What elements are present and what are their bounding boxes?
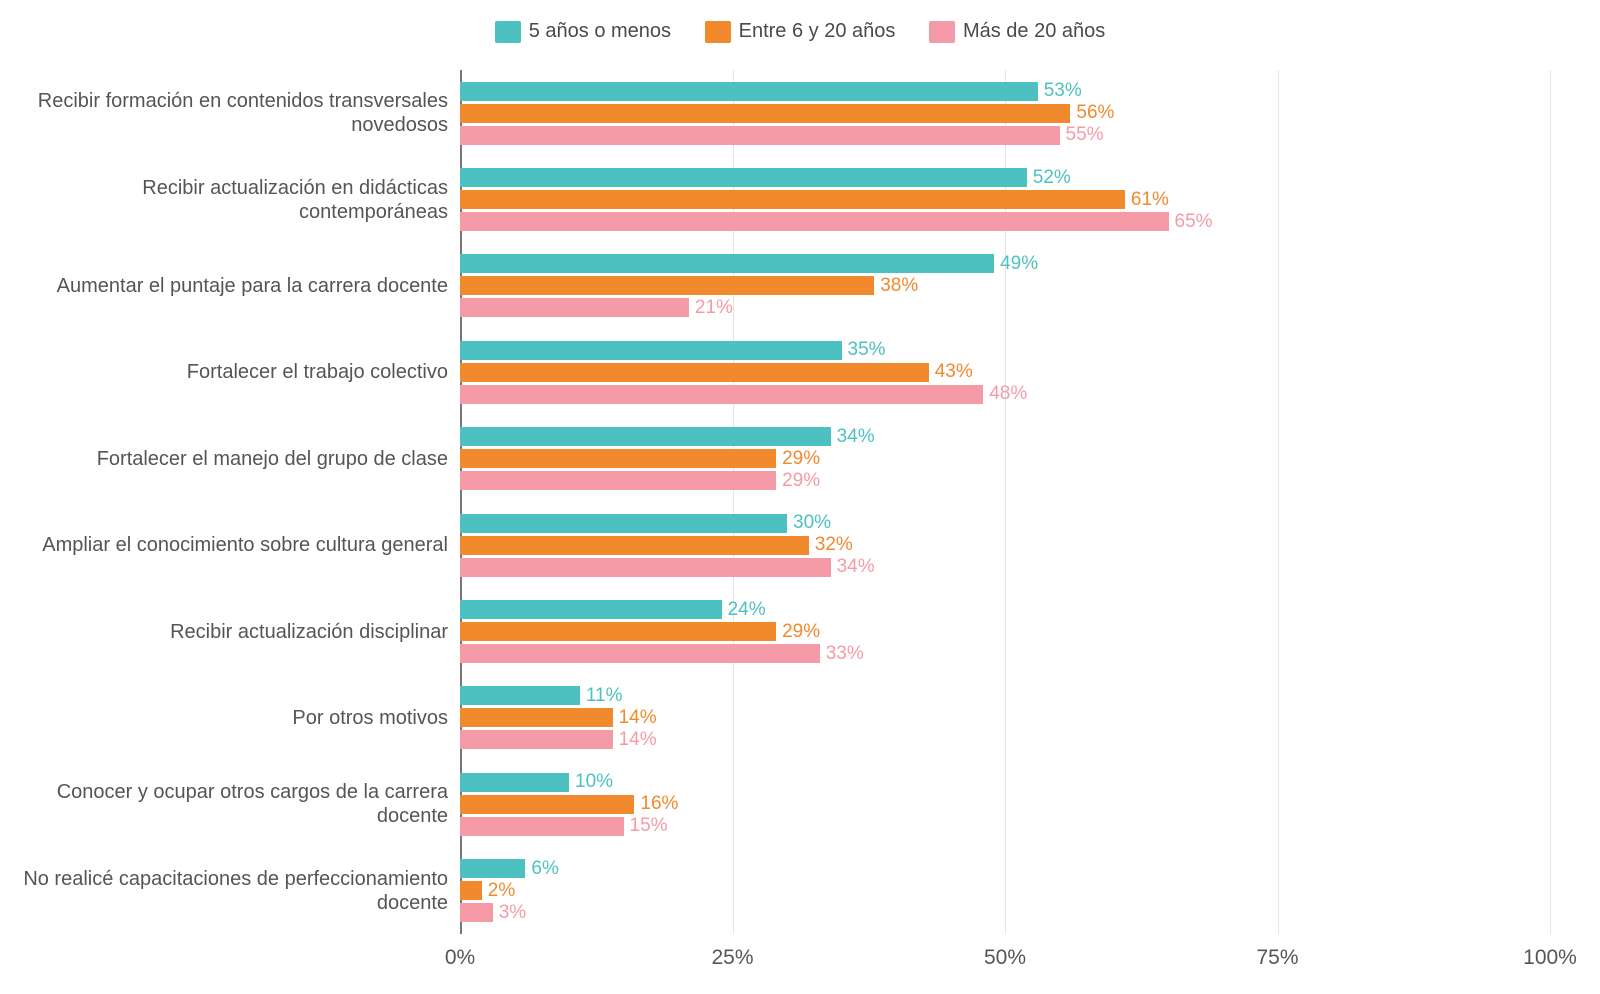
bar-value-label: 65% [1169,211,1213,233]
category-label: No realicé capacitaciones de perfecciona… [20,867,460,915]
bar-value-label: 14% [613,729,657,751]
category-label: Aumentar el puntaje para la carrera doce… [20,274,460,298]
bar: 29% [460,471,776,490]
bar-value-label: 48% [983,383,1027,405]
category-group: Aumentar el puntaje para la carrera doce… [460,243,1550,329]
bar-value-label: 34% [831,426,875,448]
category-group: Conocer y ocupar otros cargos de la carr… [460,761,1550,847]
legend-label-s3: Más de 20 años [963,20,1105,43]
bar-value-label: 15% [624,815,668,837]
legend: 5 años o menos Entre 6 y 20 años Más de … [0,20,1600,49]
bar-value-label: 33% [820,643,864,665]
x-tick-label: 25% [711,946,753,970]
bar-value-label: 24% [722,599,766,621]
bar-value-label: 61% [1125,189,1169,211]
legend-item-s3: Más de 20 años [929,20,1105,43]
category-label: Recibir actualización disciplinar [20,620,460,644]
bar-value-label: 55% [1060,124,1104,146]
legend-item-s2: Entre 6 y 20 años [705,20,896,43]
bar: 56% [460,104,1070,123]
bar: 16% [460,795,634,814]
bar-value-label: 10% [569,771,613,793]
bar: 61% [460,190,1125,209]
bar-value-label: 56% [1070,102,1114,124]
category-group: Recibir formación en contenidos transver… [460,70,1550,156]
bar: 6% [460,859,525,878]
bar: 29% [460,449,776,468]
bar: 3% [460,903,493,922]
bar: 49% [460,254,994,273]
bar-value-label: 29% [776,621,820,643]
category-label: Fortalecer el trabajo colectivo [20,360,460,384]
bar-value-label: 53% [1038,80,1082,102]
x-tick-label: 50% [984,946,1026,970]
category-group: Ampliar el conocimiento sobre cultura ge… [460,502,1550,588]
legend-label-s1: 5 años o menos [529,20,671,43]
bar: 14% [460,730,613,749]
chart-container: 5 años o menos Entre 6 y 20 años Más de … [0,0,1600,994]
bar: 10% [460,773,569,792]
bar: 38% [460,276,874,295]
bar-value-label: 29% [776,470,820,492]
bar-value-label: 52% [1027,167,1071,189]
bar: 2% [460,881,482,900]
bar: 43% [460,363,929,382]
category-group: Fortalecer el manejo del grupo de clase3… [460,416,1550,502]
bar-value-label: 38% [874,275,918,297]
legend-item-s1: 5 años o menos [495,20,671,43]
bar: 53% [460,82,1038,101]
bar: 21% [460,298,689,317]
bar-value-label: 16% [634,793,678,815]
bar: 24% [460,600,722,619]
bar: 55% [460,126,1060,145]
bar-value-label: 11% [580,685,623,707]
category-label: Conocer y ocupar otros cargos de la carr… [20,780,460,828]
category-group: Recibir actualización en didácticasconte… [460,156,1550,242]
category-label: Recibir formación en contenidos transver… [20,89,460,137]
category-group: Recibir actualización disciplinar24%29%3… [460,588,1550,674]
plot-area: 0%25%50%75%100%Recibir formación en cont… [460,70,1550,934]
bar-value-label: 30% [787,512,831,534]
bar: 33% [460,644,820,663]
category-label: Ampliar el conocimiento sobre cultura ge… [20,533,460,557]
x-tick-label: 0% [445,946,475,970]
bar: 34% [460,427,831,446]
bar-value-label: 14% [613,707,657,729]
bar: 32% [460,536,809,555]
x-tick-label: 75% [1256,946,1298,970]
bar-value-label: 32% [809,534,853,556]
bar: 52% [460,168,1027,187]
category-group: Por otros motivos11%14%14% [460,675,1550,761]
category-label: Por otros motivos [20,706,460,730]
gridline [1550,70,1551,934]
bar-value-label: 6% [525,858,558,880]
bar-value-label: 49% [994,253,1038,275]
bar-value-label: 43% [929,361,973,383]
bar: 30% [460,514,787,533]
bar-value-label: 34% [831,556,875,578]
bar: 29% [460,622,776,641]
bar-value-label: 3% [493,902,526,924]
bar: 14% [460,708,613,727]
bar: 15% [460,817,624,836]
category-group: No realicé capacitaciones de perfecciona… [460,848,1550,934]
bar: 11% [460,686,580,705]
bar: 48% [460,385,983,404]
legend-swatch-s2 [705,21,731,43]
bar-value-label: 29% [776,448,820,470]
bar-value-label: 2% [482,880,515,902]
bar: 35% [460,341,842,360]
legend-label-s2: Entre 6 y 20 años [739,20,896,43]
legend-swatch-s1 [495,21,521,43]
category-group: Fortalecer el trabajo colectivo35%43%48% [460,329,1550,415]
category-label: Fortalecer el manejo del grupo de clase [20,447,460,471]
category-label: Recibir actualización en didácticasconte… [20,176,460,224]
bar-value-label: 35% [842,339,886,361]
bar-value-label: 21% [689,297,733,319]
x-tick-label: 100% [1523,946,1577,970]
bar: 34% [460,558,831,577]
legend-swatch-s3 [929,21,955,43]
bar: 65% [460,212,1169,231]
